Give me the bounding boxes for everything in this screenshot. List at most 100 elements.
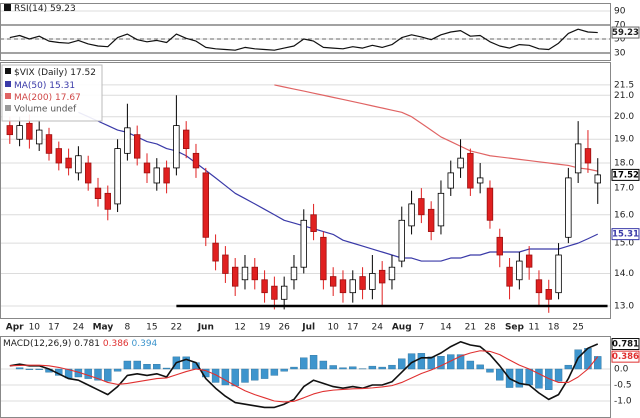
candle-body	[437, 192, 445, 227]
histogram-bar	[251, 368, 259, 381]
legend-label: RSI(14)	[14, 4, 47, 14]
x-tick-label: 10	[29, 323, 41, 333]
y-tick-label: 21.0	[614, 91, 634, 101]
x-tick-label: 17	[48, 323, 59, 333]
x-tick-label: 26	[278, 323, 290, 333]
histogram-bar	[104, 368, 112, 382]
histogram-bar	[515, 368, 524, 388]
x-tick-label: 10	[327, 323, 339, 333]
rsi-legend: RSI(14) 59.23	[14, 4, 76, 14]
histogram-bar	[143, 364, 151, 370]
macd-line	[9, 350, 599, 403]
candle-body	[447, 172, 454, 189]
candle-body	[300, 219, 307, 268]
candle-body	[516, 260, 523, 281]
legend-box	[1, 64, 103, 122]
legend-label: MA(200)	[14, 93, 52, 103]
x-tick-label: Aug	[392, 323, 412, 333]
candle-body	[16, 125, 23, 140]
y-tick-label: 16.0	[614, 210, 634, 220]
candle-body	[114, 148, 121, 205]
candle-body	[427, 208, 435, 232]
legend-swatch	[5, 105, 11, 111]
histogram-bar	[94, 368, 102, 381]
candle-body	[280, 285, 288, 300]
x-tick-label: 15	[146, 323, 157, 333]
histogram-bar	[290, 366, 298, 370]
candle-body	[222, 254, 229, 274]
legend-label: $VIX (Daily)	[14, 68, 67, 78]
histogram-bar	[319, 360, 328, 370]
macd-line	[9, 341, 599, 409]
histogram-bar	[162, 367, 171, 370]
candle-body	[339, 279, 347, 294]
legend-value: 17.52	[70, 68, 96, 78]
histogram-bar	[564, 364, 573, 370]
candle-body	[173, 125, 180, 169]
candle-body	[231, 266, 239, 287]
x-tick-label: Jun	[197, 323, 214, 333]
candle-body	[133, 134, 141, 159]
histogram-bar	[378, 366, 386, 370]
y-tick-label: -0.5	[614, 381, 632, 391]
candle-body	[545, 289, 552, 300]
histogram-bar	[260, 368, 269, 379]
candle-body	[143, 162, 151, 174]
x-tick-label: 24	[372, 323, 384, 333]
x-tick-label: May	[93, 323, 114, 333]
histogram-bar	[300, 357, 308, 370]
candle-body	[457, 157, 464, 169]
candle-body	[153, 167, 160, 184]
candle-body	[182, 129, 190, 149]
histogram-bar	[182, 356, 190, 370]
candle-body	[574, 143, 582, 174]
ma200-legend: MA(200) 17.67	[14, 93, 81, 103]
x-tick-label: 12	[234, 323, 245, 333]
y-tick-label: 17.0	[614, 184, 634, 194]
legend-swatch	[5, 68, 11, 74]
legend-swatch	[5, 81, 11, 87]
histogram-bar	[427, 356, 435, 370]
mark-layer	[6, 28, 608, 409]
legend-swatch	[5, 93, 11, 99]
histogram-bar	[25, 368, 34, 370]
histogram-bar	[486, 368, 494, 373]
candle-body	[349, 279, 356, 294]
value-box	[611, 338, 640, 351]
candle-body	[202, 172, 209, 238]
value-box-label: 0.781	[612, 340, 639, 350]
candle-body	[584, 148, 592, 164]
value-box	[611, 228, 640, 241]
macd-legend: MACD(12,26,9) 0.781 0.386 0.394	[3, 339, 158, 349]
histogram-bar	[368, 365, 377, 370]
x-tick-label: Sep	[505, 323, 525, 333]
candle-body	[525, 254, 533, 268]
x-tick-label: 24	[73, 323, 85, 333]
histogram-bar	[329, 365, 337, 370]
candle-body	[35, 129, 43, 145]
candle-body	[124, 127, 131, 154]
value-box-label: 17.52	[612, 170, 639, 180]
y-tick-label: 21.5	[614, 80, 634, 90]
candle-body	[251, 266, 258, 281]
histogram-bar	[35, 368, 43, 370]
histogram-bar	[535, 368, 543, 389]
rsi-frame	[0, 3, 611, 61]
y-tick-label: 15.0	[614, 239, 634, 249]
candle-body	[486, 187, 494, 221]
y-tick-label: 70	[614, 21, 626, 31]
candle-body	[310, 214, 317, 232]
candle-body	[369, 273, 376, 290]
candle-body	[565, 177, 572, 238]
x-tick-label: 17	[347, 323, 358, 333]
histogram-bar	[594, 356, 602, 370]
price-frame	[0, 62, 611, 319]
candle-body	[26, 122, 33, 140]
ma50-legend: MA(50) 15.31	[14, 81, 75, 91]
moving-average-line	[274, 84, 598, 172]
histogram-bar	[417, 353, 426, 370]
x-tick-label: 11	[528, 323, 539, 333]
histogram-bar	[466, 360, 475, 370]
histogram-bar	[123, 360, 132, 370]
